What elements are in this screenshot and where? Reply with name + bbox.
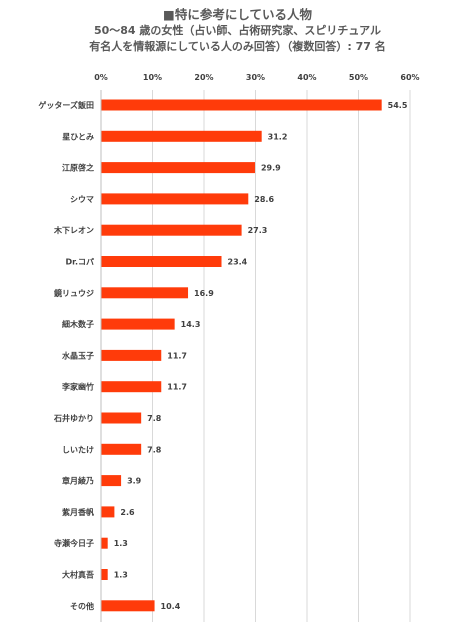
x-tick-label: 50% (349, 73, 368, 82)
category-label: 江原啓之 (62, 163, 94, 173)
chart-subtitle-line-1: 50～84 歳の女性（占い師、占術研究家、スピリチュアル (93, 24, 382, 37)
category-label: 紫月香帆 (62, 507, 94, 517)
x-tick-label: 40% (297, 73, 316, 82)
bar (101, 193, 249, 205)
category-label: 水晶玉子 (61, 350, 94, 360)
category-label: 細木数子 (62, 319, 94, 329)
category-label: ゲッターズ飯田 (38, 100, 94, 110)
bar (101, 99, 382, 111)
x-tick-label: 30% (246, 73, 265, 82)
bar (101, 381, 162, 393)
data-label: 7.8 (147, 445, 162, 454)
data-label: 28.6 (254, 195, 274, 204)
data-label: 1.3 (114, 571, 128, 580)
bar (101, 600, 155, 612)
category-label: シウマ (70, 195, 94, 204)
data-label: 11.7 (167, 351, 187, 360)
bar (101, 475, 122, 487)
category-label: 石井ゆかり (53, 413, 94, 423)
data-label: 16.9 (194, 289, 214, 298)
bar (101, 224, 242, 236)
data-label: 7.8 (147, 414, 162, 423)
data-label: 1.3 (114, 539, 128, 548)
bar (101, 412, 142, 424)
data-label: 31.2 (268, 132, 288, 141)
bar (101, 287, 189, 299)
category-label: 鏡リュウジ (53, 288, 94, 298)
bar (101, 443, 142, 455)
bar (101, 256, 222, 267)
category-label: 木下レオン (53, 225, 94, 235)
category-label: 李家幽竹 (61, 382, 94, 392)
bar (101, 130, 262, 142)
data-label: 23.4 (228, 258, 248, 267)
category-label: 寺瀬今日子 (54, 538, 94, 548)
category-label: 章月綾乃 (62, 476, 94, 486)
data-label: 3.9 (127, 477, 142, 486)
chart-title-block: ■特に参考にしている人物 50～84 歳の女性（占い師、占術研究家、スピリチュア… (0, 6, 475, 55)
category-label: 大村真吾 (62, 570, 94, 580)
data-label: 2.6 (120, 508, 135, 517)
category-label: Dr.コパ (66, 257, 94, 267)
category-label: しいたけ (62, 444, 94, 454)
chart-title: ■特に参考にしている人物 (163, 7, 312, 22)
category-label: その他 (70, 601, 94, 611)
x-tick-label: 20% (194, 73, 213, 82)
data-label: 11.7 (167, 383, 187, 392)
bar (101, 537, 108, 549)
data-label: 27.3 (248, 226, 268, 235)
bar (101, 506, 115, 518)
bar (101, 318, 175, 330)
category-label: 星ひとみ (62, 131, 94, 141)
bar (101, 162, 255, 174)
data-label: 29.9 (261, 164, 281, 173)
x-tick-label: 60% (400, 73, 419, 82)
chart-subtitle-line-2: 有名人を情報源にしている人のみ回答）（複数回答）: 77 名 (89, 40, 386, 53)
x-tick-label: 10% (143, 73, 162, 82)
bar (101, 349, 162, 361)
bar (101, 569, 108, 580)
data-label: 10.4 (161, 602, 181, 611)
x-tick-label: 0% (94, 73, 108, 82)
data-label: 14.3 (181, 320, 201, 329)
data-label: 54.5 (388, 101, 408, 110)
